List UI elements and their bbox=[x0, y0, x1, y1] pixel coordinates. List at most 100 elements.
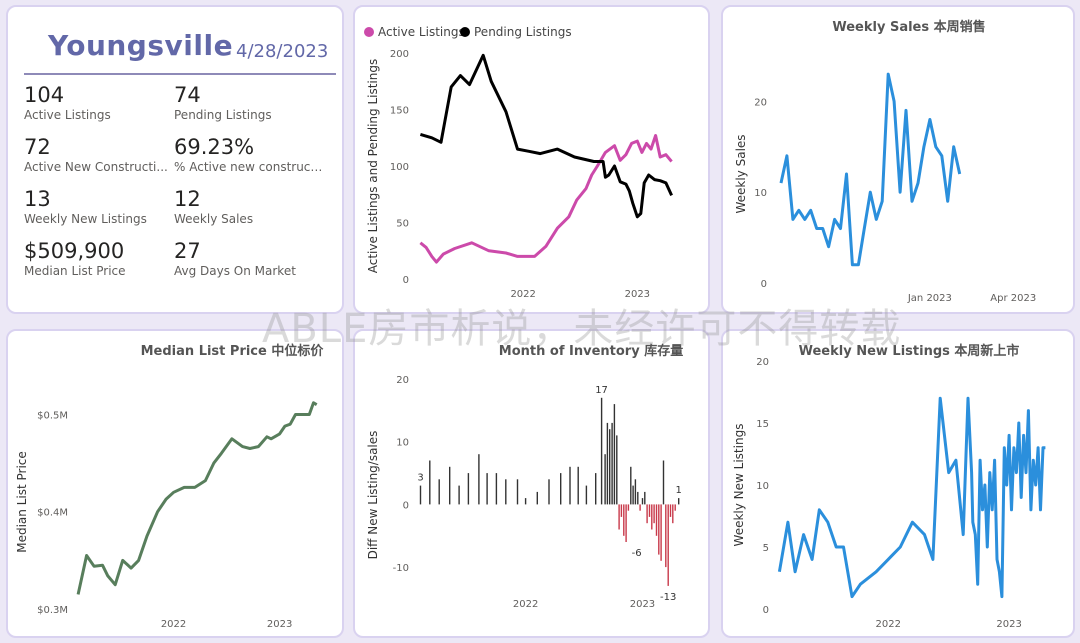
y-tick-label: 10 bbox=[754, 188, 767, 199]
x-tick-label: 2023 bbox=[267, 619, 292, 630]
bar bbox=[536, 491, 538, 505]
x-tick-label: 2022 bbox=[161, 619, 186, 630]
city-title: Youngsville bbox=[48, 29, 234, 62]
bar bbox=[620, 504, 623, 517]
report-date: 4/28/2023 bbox=[236, 41, 329, 62]
new-listings-series-line-0 bbox=[777, 396, 1046, 599]
bar bbox=[639, 504, 641, 511]
kpi-label: Weekly Sales bbox=[174, 212, 254, 226]
bar bbox=[637, 491, 639, 505]
bar bbox=[438, 479, 440, 505]
bar bbox=[449, 466, 451, 505]
bar bbox=[600, 397, 603, 505]
kpi-value: 104 bbox=[24, 83, 65, 107]
data-label: 3 bbox=[417, 473, 423, 484]
title-divider bbox=[24, 73, 336, 75]
y-tick-label: $0.4M bbox=[37, 508, 68, 519]
chart-title: Month of Inventory 库存量 bbox=[499, 343, 683, 359]
bar bbox=[613, 404, 616, 505]
bar bbox=[632, 485, 634, 505]
y-tick-label: $0.3M bbox=[37, 605, 68, 616]
bar bbox=[667, 504, 669, 586]
bar bbox=[658, 504, 660, 555]
listings-series-line-1 bbox=[419, 53, 673, 219]
kpi-label: Avg Days On Market bbox=[174, 264, 296, 278]
chart-title: Median List Price 中位标价 bbox=[141, 343, 325, 359]
y-axis-label: Weekly Sales bbox=[734, 134, 748, 213]
kpi-value: 74 bbox=[174, 83, 201, 107]
active-pending-chart: Active Listings and Pending Listings 0 50 1… bbox=[364, 25, 673, 300]
new-listings-chart: Weekly New Listings 本周新上市 Weekly New List… bbox=[732, 343, 1046, 630]
median-price-series-line-0 bbox=[76, 401, 318, 595]
x-tick-label: Apr 2023 bbox=[990, 293, 1036, 304]
new-listings-chart-card: Weekly New Listings 本周新上市 Weekly New List… bbox=[721, 329, 1075, 638]
y-tick-label: 10 bbox=[756, 481, 769, 492]
bar bbox=[516, 479, 519, 505]
bar bbox=[495, 473, 498, 505]
bar bbox=[618, 504, 620, 530]
bar bbox=[569, 466, 571, 505]
bar bbox=[486, 473, 488, 505]
kpi-value: 69.23% bbox=[174, 135, 255, 159]
chart-title: Weekly New Listings 本周新上市 bbox=[799, 343, 1020, 359]
kpi-item: 12 Weekly Sales bbox=[174, 187, 324, 227]
y-tick-label: $0.5M bbox=[37, 410, 68, 421]
bar bbox=[585, 485, 588, 505]
bar bbox=[611, 422, 613, 505]
weekly-sales-chart-card: Weekly Sales 本周销售 Weekly Sales 0 10 20 Jan 20… bbox=[721, 5, 1075, 314]
y-tick-label: 20 bbox=[754, 97, 767, 108]
bar bbox=[646, 504, 648, 524]
bar bbox=[678, 498, 680, 505]
x-tick-label: Jan 2023 bbox=[907, 293, 952, 304]
legend-label: Active Listings bbox=[378, 25, 465, 39]
kpi-value: 72 bbox=[24, 135, 51, 159]
legend-label: Pending Listings bbox=[474, 25, 572, 39]
kpi-label: Median List Price bbox=[24, 264, 126, 278]
y-axis-label: Diff New Listing/sales bbox=[366, 431, 380, 560]
y-tick-label: 0 bbox=[403, 275, 409, 286]
bar bbox=[560, 473, 562, 505]
weekly-sales-chart: Weekly Sales 本周销售 Weekly Sales 0 10 20 Jan 20… bbox=[734, 19, 1036, 304]
legend-marker bbox=[364, 27, 374, 37]
kpi-value: 13 bbox=[24, 187, 51, 211]
bar bbox=[648, 504, 651, 517]
bar bbox=[419, 485, 422, 505]
y-tick-label: 5 bbox=[763, 543, 769, 554]
kpi-label: Pending Listings bbox=[174, 108, 272, 122]
kpi-value: 27 bbox=[174, 239, 201, 263]
bar bbox=[634, 479, 637, 505]
bar bbox=[429, 460, 431, 505]
bar bbox=[616, 435, 618, 505]
y-tick-label: 150 bbox=[390, 106, 409, 117]
bar bbox=[505, 479, 507, 505]
kpi-label: Weekly New Listings bbox=[24, 212, 147, 226]
kpi-label: Active Listings bbox=[24, 108, 111, 122]
data-label: 17 bbox=[595, 385, 608, 396]
kpi-item: 104 Active Listings bbox=[24, 83, 174, 123]
kpi-item: 13 Weekly New Listings bbox=[24, 187, 174, 227]
bar bbox=[548, 479, 550, 505]
kpi-value: 12 bbox=[174, 187, 201, 211]
inventory-chart-card: Month of Inventory 库存量 Diff New Listing/s… bbox=[353, 329, 710, 638]
bar bbox=[660, 504, 662, 561]
y-tick-label: 20 bbox=[396, 375, 409, 386]
listings-series-line-0 bbox=[419, 134, 673, 264]
x-tick-label: 2023 bbox=[996, 619, 1021, 630]
data-label: -13 bbox=[660, 592, 676, 603]
chart-title: Weekly Sales 本周销售 bbox=[832, 19, 985, 35]
kpi-value: $509,900 bbox=[24, 239, 125, 263]
bar bbox=[609, 429, 611, 505]
bar bbox=[606, 422, 609, 505]
y-tick-label: 100 bbox=[390, 162, 409, 173]
y-tick-label: 50 bbox=[396, 219, 409, 230]
kpi-label: % Active new constructions bbox=[174, 160, 324, 174]
x-tick-label: 2022 bbox=[510, 289, 535, 300]
inventory-chart: Month of Inventory 库存量 Diff New Listing/s… bbox=[366, 343, 683, 610]
kpi-item: 69.23%% Active new constructions bbox=[174, 135, 324, 175]
bar bbox=[467, 473, 470, 505]
x-tick-label: 2023 bbox=[630, 599, 655, 610]
active-pending-chart-card: Active Listings and Pending Listings 0 50 1… bbox=[353, 5, 710, 314]
data-label: -6 bbox=[632, 548, 642, 559]
bar bbox=[577, 466, 579, 505]
median-price-chart: Median List Price 中位标价 Median List Price $… bbox=[15, 343, 325, 630]
